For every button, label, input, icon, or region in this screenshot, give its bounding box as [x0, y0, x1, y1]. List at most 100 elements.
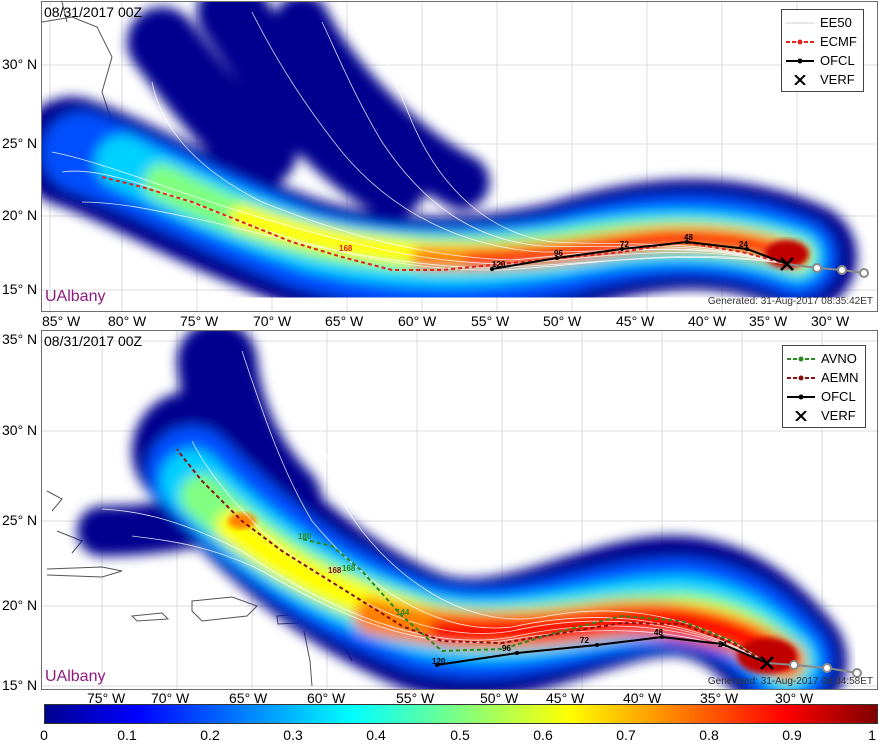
ofcl-label-48: 48: [684, 233, 693, 242]
generated-timestamp: Generated: 31-Aug-2017 08:35:42ET: [707, 296, 873, 307]
x-marker-icon: [786, 74, 814, 85]
aemn-track: [176, 448, 768, 664]
ofcl-label-24: 24: [739, 240, 748, 249]
x-tick: 35° W: [700, 690, 739, 706]
verf-track: [766, 662, 858, 674]
y-tick: 35° N: [2, 331, 38, 347]
legend-item-verf: VERF: [786, 70, 857, 89]
legend-bottom: AVNO AEMN OFCL VERF: [782, 345, 866, 428]
avno-label-180: 180: [298, 532, 312, 541]
ofcl-label-96: 96: [554, 249, 563, 258]
ofcl-points: [435, 635, 769, 667]
legend-item-ecmf: ECMF: [786, 32, 857, 51]
y-tick: 30° N: [2, 422, 38, 438]
x-tick: 30° W: [775, 690, 814, 706]
legend-item-verf: VERF: [787, 406, 859, 425]
solid-line-icon: [787, 392, 815, 402]
x-tick: 45° W: [546, 690, 585, 706]
brand-label: UAlbany: [45, 668, 106, 685]
ecmf-track: [101, 176, 788, 271]
x-tick: 30° W: [811, 313, 850, 329]
x-tick: 60° W: [307, 690, 346, 706]
avno-label-144: 144: [396, 608, 410, 617]
legend-item-ee50: EE50: [786, 13, 857, 32]
aemn-label-168: 168: [328, 566, 342, 575]
x-tick: 70° W: [151, 690, 190, 706]
ofcl-label-24: 24: [718, 640, 727, 649]
ofcl-label-48: 48: [654, 628, 663, 637]
white-line-icon: [786, 18, 814, 28]
probability-map-bottom: 120 96 72 48 24 180 168 144 168 08/31/20…: [41, 330, 878, 690]
ofcl-label-120: 120: [432, 657, 446, 666]
colorbar-tick: 0: [40, 727, 48, 743]
colorbar-tick: 0.3: [283, 727, 303, 743]
ofcl-label-72: 72: [620, 240, 629, 249]
y-tick: 20° N: [2, 207, 38, 223]
dashed-line-icon: [787, 373, 815, 383]
legend-label: OFCL: [820, 53, 855, 68]
x-tick: 55° W: [471, 313, 510, 329]
ensemble-member-tracks: [51, 11, 788, 271]
verf-x-marker: [780, 257, 794, 271]
x-tick: 70° W: [253, 313, 292, 329]
colorbar-tick: 1: [868, 727, 876, 743]
y-tick: 25° N: [2, 512, 38, 528]
legend-label: OFCL: [821, 389, 856, 404]
solid-line-icon: [786, 56, 814, 66]
verf-points: [789, 660, 862, 678]
x-tick: 85° W: [42, 313, 81, 329]
legend-label: AVNO: [821, 351, 857, 366]
legend-label: AEMN: [821, 370, 859, 385]
track-density-map-top: 120 96 72 48 24 168: [42, 2, 877, 311]
avno-track: [301, 538, 768, 664]
y-tick: 30° N: [2, 56, 38, 72]
legend-label: VERF: [821, 408, 856, 423]
brand-label: UAlbany: [45, 288, 106, 305]
colorbar: [44, 704, 878, 724]
x-tick: 75° W: [180, 313, 219, 329]
x-tick: 45° W: [616, 313, 655, 329]
legend-label: EE50: [820, 15, 852, 30]
probability-swath: [42, 2, 857, 311]
verf-points: [812, 263, 869, 278]
generated-timestamp: Generated: 31-Aug-2017 08:34:58ET: [707, 676, 873, 687]
panel-title: 08/31/2017 00Z: [44, 4, 143, 20]
x-tick: 40° W: [623, 690, 662, 706]
legend-label: ECMF: [820, 34, 857, 49]
y-tick: 15° N: [2, 281, 38, 297]
x-tick: 55° W: [396, 690, 435, 706]
panel-title: 08/31/2017 00Z: [44, 333, 143, 349]
verf-track: [786, 263, 865, 274]
ofcl-label-72: 72: [580, 636, 589, 645]
x-tick: 50° W: [543, 313, 582, 329]
probability-swath: [77, 331, 847, 689]
ofcl-label-96: 96: [502, 644, 511, 653]
legend-top: EE50 ECMF OFCL VERF: [781, 9, 864, 92]
legend-item-ofcl: OFCL: [786, 51, 857, 70]
legend-item-avno: AVNO: [787, 349, 859, 368]
y-tick: 20° N: [2, 597, 38, 613]
probability-map-top: 120 96 72 48 24 168 08/31/2017 00Z UAlba…: [41, 1, 878, 312]
x-tick: 35° W: [749, 313, 788, 329]
ofcl-track: [491, 240, 788, 270]
legend-item-aemn: AEMN: [787, 368, 859, 387]
ecmf-label-168: 168: [339, 244, 353, 253]
x-tick: 65° W: [325, 313, 364, 329]
colorbar-tick: 0.2: [200, 727, 220, 743]
x-tick: 60° W: [398, 313, 437, 329]
dashed-line-icon: [787, 354, 815, 364]
y-tick: 15° N: [2, 677, 38, 693]
colorbar-tick: 0.8: [699, 727, 719, 743]
legend-label: VERF: [820, 72, 855, 87]
colorbar-tick: 0.9: [782, 727, 802, 743]
dashed-line-icon: [786, 37, 814, 47]
x-tick: 75° W: [87, 690, 126, 706]
colorbar-tick: 0.4: [366, 727, 386, 743]
x-tick: 40° W: [688, 313, 727, 329]
colorbar-tick: 0.7: [616, 727, 636, 743]
x-tick: 50° W: [480, 690, 519, 706]
x-tick: 65° W: [229, 690, 268, 706]
colorbar-tick: 0.6: [533, 727, 553, 743]
track-density-map-bottom: 120 96 72 48 24 180 168 144 168: [42, 331, 877, 689]
ofcl-track: [436, 635, 768, 666]
